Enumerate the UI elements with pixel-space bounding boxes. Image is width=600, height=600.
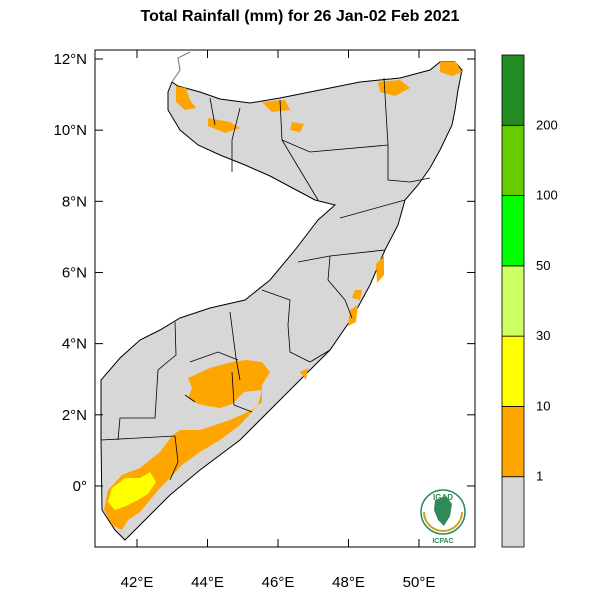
- lat-tick-label: 0°: [73, 478, 87, 495]
- rain-10-30-patches: [108, 472, 156, 510]
- igad-icpac-logo: IGAD ICPAC: [420, 489, 466, 545]
- colorbar-label: 50: [536, 258, 550, 273]
- logo-bottom-text: ICPAC: [432, 538, 453, 545]
- lat-tick-label: 8°N: [62, 193, 87, 210]
- colorbar-label: 1: [536, 469, 543, 484]
- lon-tick-label: 50°E: [403, 574, 436, 591]
- colorbar-segment: [501, 335, 525, 407]
- colorbar-label: 100: [536, 188, 558, 203]
- lon-tick-label: 42°E: [121, 574, 154, 591]
- colorbar-segment: [501, 476, 525, 548]
- lat-tick-label: 4°N: [62, 336, 87, 353]
- colorbar-segment: [501, 265, 525, 337]
- latitude-axis: 12°N 10°N 8°N 6°N 4°N 2°N 0°: [53, 51, 475, 495]
- lat-tick-label: 2°N: [62, 407, 87, 424]
- colorbar-segment: [501, 124, 525, 196]
- admin-boundaries: [100, 77, 431, 481]
- colorbar-segment: [501, 406, 525, 478]
- colorbar-segment: [501, 54, 525, 126]
- lat-tick-label: 6°N: [62, 264, 87, 281]
- colorbar-label: 10: [536, 398, 550, 413]
- lat-tick-label: 10°N: [53, 122, 87, 139]
- lon-tick-label: 46°E: [262, 574, 295, 591]
- colorbar-label: 200: [536, 117, 558, 132]
- lon-tick-label: 48°E: [332, 574, 365, 591]
- africa-icon: [434, 496, 452, 526]
- colorbar-segment: [501, 195, 525, 267]
- map-title: Total Rainfall (mm) for 26 Jan-02 Feb 20…: [140, 8, 460, 25]
- colorbar: 1 10 30 50 100 200: [501, 54, 558, 548]
- lon-tick-label: 44°E: [191, 574, 224, 591]
- lat-tick-label: 12°N: [53, 51, 87, 68]
- border-line: [171, 51, 191, 83]
- colorbar-label: 30: [536, 328, 550, 343]
- logo-top-text: IGAD: [433, 493, 453, 502]
- longitude-axis: 42°E 44°E 46°E 48°E 50°E: [121, 50, 436, 591]
- somalia-landmass: [100, 61, 463, 541]
